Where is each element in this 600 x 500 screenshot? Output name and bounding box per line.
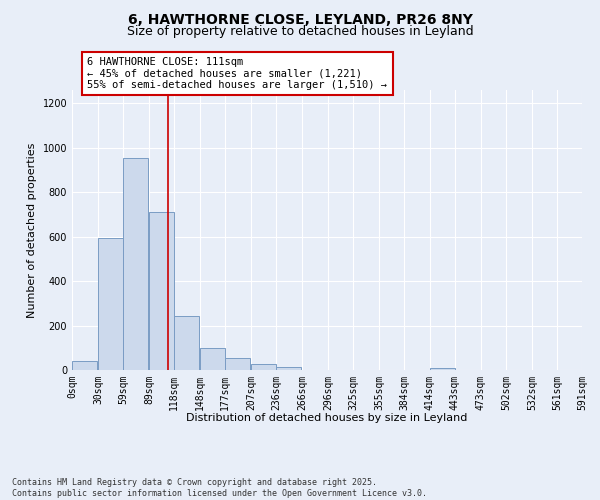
Bar	[149, 212, 174, 370]
Bar	[174, 316, 199, 370]
Text: 6, HAWTHORNE CLOSE, LEYLAND, PR26 8NY: 6, HAWTHORNE CLOSE, LEYLAND, PR26 8NY	[128, 12, 472, 26]
Bar	[72, 361, 97, 370]
Text: Size of property relative to detached houses in Leyland: Size of property relative to detached ho…	[127, 25, 473, 38]
Bar	[123, 158, 148, 370]
Bar	[200, 348, 225, 370]
Text: 6 HAWTHORNE CLOSE: 111sqm
← 45% of detached houses are smaller (1,221)
55% of se: 6 HAWTHORNE CLOSE: 111sqm ← 45% of detac…	[88, 57, 388, 90]
Bar	[225, 358, 250, 370]
Y-axis label: Number of detached properties: Number of detached properties	[27, 142, 37, 318]
Bar	[276, 366, 301, 370]
Bar	[430, 368, 455, 370]
X-axis label: Distribution of detached houses by size in Leyland: Distribution of detached houses by size …	[187, 413, 467, 423]
Bar	[251, 364, 276, 370]
Bar	[98, 238, 123, 370]
Text: Contains HM Land Registry data © Crown copyright and database right 2025.
Contai: Contains HM Land Registry data © Crown c…	[12, 478, 427, 498]
